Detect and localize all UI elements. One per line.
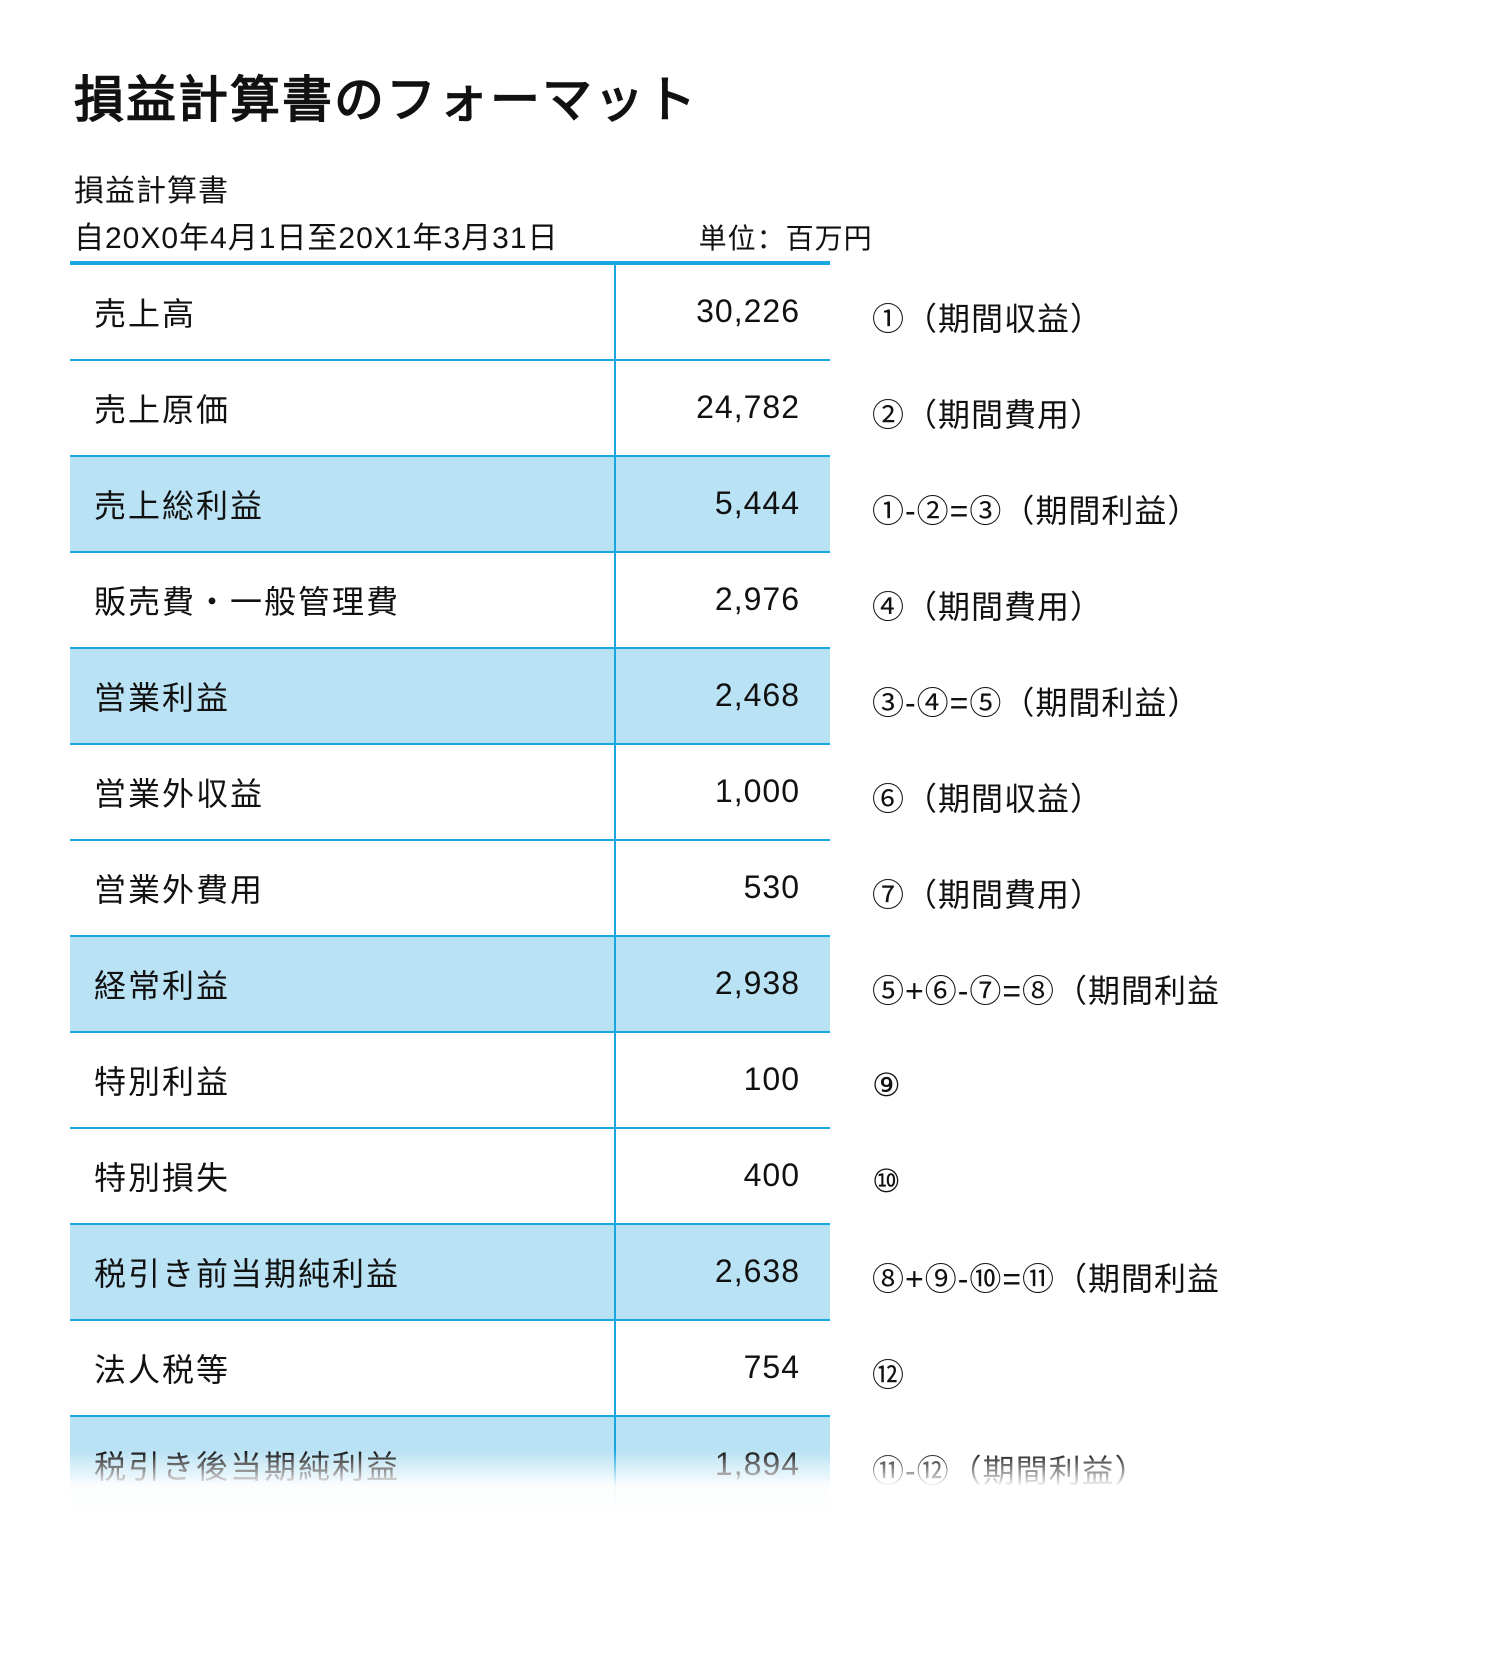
row-value: 2,468 (614, 677, 830, 714)
row-note: ⑥（期間収益） (872, 749, 1220, 845)
row-note: ④（期間費用） (872, 557, 1220, 653)
table-row: 特別利益100 (70, 1033, 830, 1129)
row-value: 100 (614, 1061, 830, 1098)
table-row: 営業外費用530 (70, 841, 830, 937)
row-value: 24,782 (614, 389, 830, 426)
row-note: ⑨ (872, 1037, 1220, 1133)
row-label: 売上高 (70, 289, 614, 335)
page: 損益計算書のフォーマット 損益計算書 自20X0年4月1日至20X1年3月31日… (0, 0, 1500, 1517)
row-value: 1,000 (614, 773, 830, 810)
row-value: 400 (614, 1157, 830, 1194)
table-row: 特別損失400 (70, 1129, 830, 1225)
subheader: 損益計算書 自20X0年4月1日至20X1年3月31日 単位：百万円 (74, 172, 1430, 257)
row-note: ⑪-⑫（期間利益） (872, 1421, 1220, 1517)
row-value: 5,444 (614, 485, 830, 522)
unit-text: 単位：百万円 (699, 217, 873, 257)
table-row: 税引き前当期純利益2,638 (70, 1225, 830, 1321)
row-label: 営業外収益 (70, 769, 614, 815)
table-row: 営業利益2,468 (70, 649, 830, 745)
row-note: ⑤+⑥-⑦=⑧（期間利益 (872, 941, 1220, 1037)
table-row: 法人税等754 (70, 1321, 830, 1417)
row-value: 30,226 (614, 293, 830, 330)
row-label: 営業利益 (70, 673, 614, 719)
row-value: 754 (614, 1349, 830, 1386)
row-value: 2,938 (614, 965, 830, 1002)
row-label: 特別利益 (70, 1057, 614, 1103)
row-note: ①-②=③（期間利益） (872, 461, 1220, 557)
row-label: 法人税等 (70, 1345, 614, 1391)
income-statement-table: 売上高30,226売上原価24,782売上総利益5,444販売費・一般管理費2,… (70, 261, 830, 1517)
table-row: 売上高30,226 (70, 265, 830, 361)
row-note: ⑧+⑨-⑩=⑪（期間利益 (872, 1229, 1220, 1325)
row-value: 1,894 (614, 1446, 830, 1483)
table-row: 経常利益2,938 (70, 937, 830, 1033)
row-label: 売上原価 (70, 385, 614, 431)
page-title: 損益計算書のフォーマット (74, 60, 1430, 132)
table-row: 販売費・一般管理費2,976 (70, 553, 830, 649)
row-note: ⑫ (872, 1325, 1220, 1421)
row-label: 税引き後当期純利益 (70, 1442, 614, 1488)
row-value: 530 (614, 869, 830, 906)
row-label: 販売費・一般管理費 (70, 577, 614, 623)
row-value: 2,638 (614, 1253, 830, 1290)
table-row: 営業外収益1,000 (70, 745, 830, 841)
period-unit-line: 自20X0年4月1日至20X1年3月31日 単位：百万円 (74, 213, 1430, 257)
table-row: 税引き後当期純利益1,894 (70, 1417, 830, 1513)
row-label: 経常利益 (70, 961, 614, 1007)
row-note: ②（期間費用） (872, 365, 1220, 461)
table-row: 売上原価24,782 (70, 361, 830, 457)
row-annotations: ①（期間収益）②（期間費用）①-②=③（期間利益）④（期間費用）③-④=⑤（期間… (872, 261, 1220, 1517)
row-note: ③-④=⑤（期間利益） (872, 653, 1220, 749)
row-label: 税引き前当期純利益 (70, 1249, 614, 1295)
table-with-notes: 売上高30,226売上原価24,782売上総利益5,444販売費・一般管理費2,… (70, 261, 1430, 1517)
row-label: 売上総利益 (70, 481, 614, 527)
row-note: ⑩ (872, 1133, 1220, 1229)
document-subtitle: 損益計算書 (74, 172, 1430, 213)
row-note: ①（期間収益） (872, 269, 1220, 365)
row-label: 営業外費用 (70, 865, 614, 911)
period-text: 自20X0年4月1日至20X1年3月31日 (74, 213, 559, 257)
row-label: 特別損失 (70, 1153, 614, 1199)
table-row: 売上総利益5,444 (70, 457, 830, 553)
row-value: 2,976 (614, 581, 830, 618)
row-note: ⑦（期間費用） (872, 845, 1220, 941)
